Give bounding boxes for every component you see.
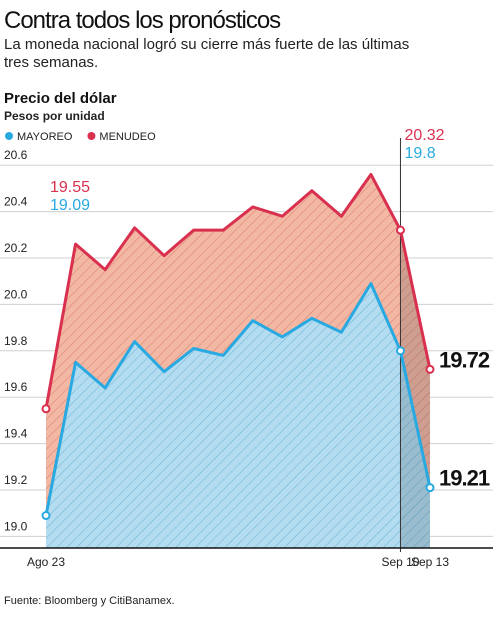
x-tick-label: Sep 13 <box>411 555 449 569</box>
legend-label: MAYOREO <box>17 131 73 143</box>
y-tick-label: 19.4 <box>4 427 28 441</box>
legend-swatch <box>5 132 13 140</box>
x-tick-label: Sep 10 <box>381 555 419 569</box>
y-tick-label: 20.0 <box>4 287 28 301</box>
point <box>41 404 51 414</box>
line <box>44 282 432 516</box>
chart-title: Precio del dólar <box>4 90 117 107</box>
subtitle: La moneda nacional logró su cierre más f… <box>4 36 410 71</box>
legend-label: MENUDEO <box>99 131 156 143</box>
y-tick-label: 20.2 <box>4 241 28 255</box>
value-label: 19.09 <box>50 197 90 214</box>
title: Contra todos los pronósticos <box>4 7 281 34</box>
x-tick-label: Ago 23 <box>27 555 65 569</box>
y-tick-label: 20.4 <box>4 195 28 209</box>
y-tick-label: 19.2 <box>4 473 28 487</box>
value-label: 19.21 <box>439 466 490 491</box>
source: Fuente: Bloomberg y CitiBanamex. <box>4 595 175 607</box>
value-label: 20.32 <box>404 127 444 144</box>
y-axis-label: Pesos por unidad <box>4 109 105 123</box>
y-tick-label: 19.8 <box>4 334 28 348</box>
line <box>44 172 432 410</box>
subtitle-box: La moneda nacional logró su cierre más f… <box>4 36 410 71</box>
value-label: 19.8 <box>404 145 435 162</box>
y-tick-label: 19.0 <box>4 519 28 533</box>
point <box>41 511 51 521</box>
value-label: 19.55 <box>50 179 90 196</box>
point <box>425 364 435 374</box>
y-tick-label: 20.6 <box>4 148 28 162</box>
point <box>395 346 405 356</box>
point <box>395 225 405 235</box>
point <box>425 483 435 493</box>
value-label: 19.72 <box>439 347 490 372</box>
y-tick-label: 19.6 <box>4 380 28 394</box>
legend-swatch <box>87 132 96 140</box>
